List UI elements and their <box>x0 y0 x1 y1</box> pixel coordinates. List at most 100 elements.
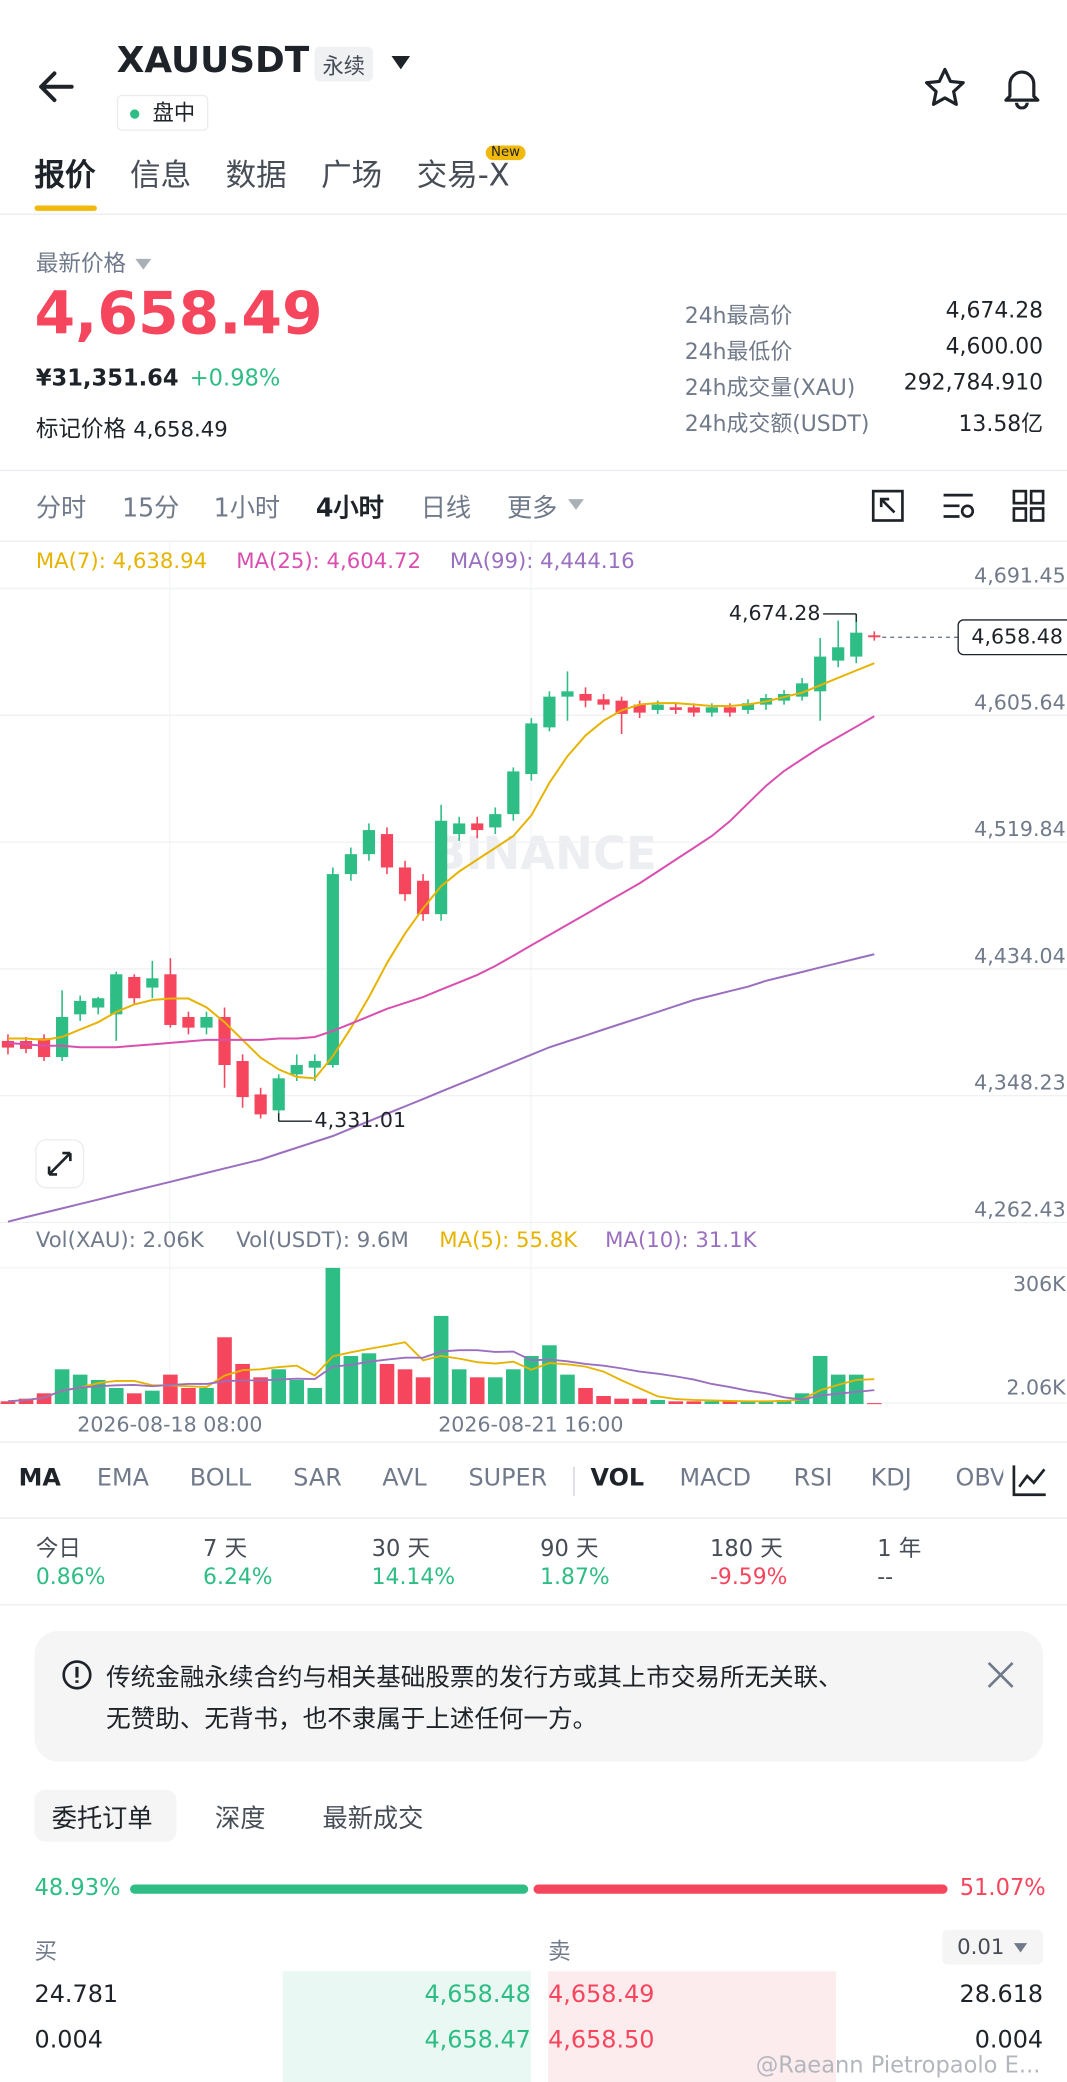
volume-ma-line <box>7 1349 875 1403</box>
interval[interactable]: 日线 <box>420 493 472 524</box>
indicator[interactable]: SAR <box>293 1464 342 1493</box>
candle-body <box>471 823 484 831</box>
volume-bar <box>542 1345 557 1404</box>
bid-amount: 24.781 <box>34 1980 119 2009</box>
y-tick-label: 4,605.64 <box>974 690 1066 714</box>
divider <box>0 469 1067 472</box>
watermark: @Raeann Pietropaolo E... <box>755 2052 1041 2080</box>
notice-close[interactable] <box>986 1660 1015 1689</box>
volume-bar <box>379 1363 395 1404</box>
volume-legend: Vol(USDT): 9.6M <box>236 1228 409 1253</box>
volume-bar <box>397 1369 413 1404</box>
notice-text: 传统金融永续合约与相关基础股票的发行方或其上市交易所无关联、 <box>106 1664 843 1693</box>
candle-body <box>651 704 664 710</box>
status-text: 盘中 <box>152 100 196 126</box>
sell-ratio: 51.07% <box>959 1875 1046 1902</box>
indicator[interactable]: OBV <box>955 1464 1007 1493</box>
precision-select[interactable]: 0.01 <box>942 1929 1044 1965</box>
interval[interactable]: 15分 <box>122 493 180 524</box>
ask-price: 4,658.50 <box>548 2025 655 2054</box>
volume-bar <box>181 1387 196 1404</box>
time-label: 2026-08-18 08:00 <box>77 1412 262 1436</box>
buy-ratio: 48.93% <box>34 1875 121 1902</box>
indicator-settings[interactable] <box>1011 1463 1048 1498</box>
tab-active[interactable]: 报价 <box>34 158 96 194</box>
tab[interactable]: 广场 <box>321 158 383 194</box>
volume-bar <box>650 1399 666 1404</box>
price-label[interactable]: 最新价格 <box>36 244 153 278</box>
indicator-active[interactable]: MA <box>18 1464 61 1493</box>
precision-value: 0.01 <box>957 1933 1005 1960</box>
layout-toggle[interactable] <box>1011 488 1046 523</box>
ask-price: 4,658.49 <box>548 1980 655 2009</box>
indicator[interactable]: MACD <box>679 1464 752 1493</box>
alert-button[interactable] <box>999 64 1044 110</box>
sell-header: 卖 <box>548 1939 571 1966</box>
kline-chart: BINANCE 4,691.45 4,605.64 4,519.84 4,434.04… <box>0 540 1067 1436</box>
book-tab[interactable]: 最新成交 <box>322 1804 424 1834</box>
interval[interactable]: 更多 <box>506 493 558 524</box>
period-label: 1 年 <box>877 1536 922 1563</box>
indicator[interactable]: SUPER <box>468 1464 548 1493</box>
candle-body <box>92 998 105 1008</box>
candle-body <box>1 1040 15 1048</box>
interval-active[interactable]: 4小时 <box>315 493 384 524</box>
volume-bar <box>668 1401 684 1404</box>
symbol-title[interactable]: XAUUSDT <box>116 40 310 82</box>
candle-body <box>290 1065 303 1075</box>
indicator[interactable]: EMA <box>96 1464 149 1493</box>
bid-amount: 0.004 <box>34 2025 103 2054</box>
volume-bar <box>469 1377 485 1404</box>
period-change: 0.86% <box>35 1564 106 1590</box>
tab[interactable]: 信息 <box>130 158 192 194</box>
notice-text: 无赞助、无背书，也不隶属于上述任何一方。 <box>106 1705 598 1734</box>
separator <box>573 1466 575 1497</box>
symbol-dropdown[interactable] <box>390 55 411 71</box>
volume-bar <box>235 1363 250 1404</box>
book-tab[interactable]: 深度 <box>214 1804 266 1834</box>
candle-body <box>814 656 827 692</box>
indicator[interactable]: RSI <box>793 1464 833 1493</box>
candle-body <box>308 1061 321 1068</box>
low-label: 4,331.01 <box>315 1108 407 1132</box>
bid-depth <box>282 1971 531 2082</box>
volume-bar <box>289 1379 305 1404</box>
volume-bar <box>487 1377 503 1404</box>
divider <box>0 1441 1067 1443</box>
candle-body <box>489 814 502 828</box>
back-button[interactable] <box>32 63 80 111</box>
book-tab-active[interactable]: 委托订单 <box>51 1804 153 1834</box>
indicator[interactable]: KDJ <box>870 1464 912 1493</box>
tab[interactable]: 交易-X <box>416 158 510 194</box>
volume-bar <box>740 1401 756 1404</box>
volume-tick-label: 306K <box>1013 1272 1066 1296</box>
precision-dropdown <box>1013 1943 1027 1953</box>
volume-bar <box>343 1355 359 1404</box>
stat-label: 24h成交量(XAU) <box>684 375 856 401</box>
interval[interactable]: 1小时 <box>213 493 281 524</box>
volume-bar <box>632 1398 647 1404</box>
favorite-button[interactable] <box>922 65 967 110</box>
volume-legend: Vol(XAU): 2.06K <box>36 1228 205 1253</box>
volume-bar <box>451 1369 467 1404</box>
volume-bar <box>614 1398 629 1404</box>
candle-body <box>832 647 845 661</box>
chart-tool[interactable] <box>871 488 906 523</box>
candle-body <box>326 874 339 1066</box>
candle-body <box>507 771 520 815</box>
volume-bar <box>866 1403 882 1405</box>
volume-bar <box>758 1401 774 1404</box>
divider <box>0 1517 1067 1519</box>
tab[interactable]: 数据 <box>225 158 287 194</box>
price-change: +0.98% <box>189 365 281 393</box>
indicator-active[interactable]: VOL <box>590 1464 645 1493</box>
y-tick-label: 4,691.45 <box>974 564 1066 588</box>
indicator[interactable]: BOLL <box>189 1464 252 1493</box>
y-tick-label: 4,519.84 <box>974 817 1066 841</box>
indicator[interactable]: AVL <box>382 1464 427 1493</box>
volume-bar <box>72 1374 88 1404</box>
candle-body <box>380 834 394 868</box>
chart-settings[interactable] <box>941 488 978 523</box>
interval[interactable]: 分时 <box>35 493 87 524</box>
